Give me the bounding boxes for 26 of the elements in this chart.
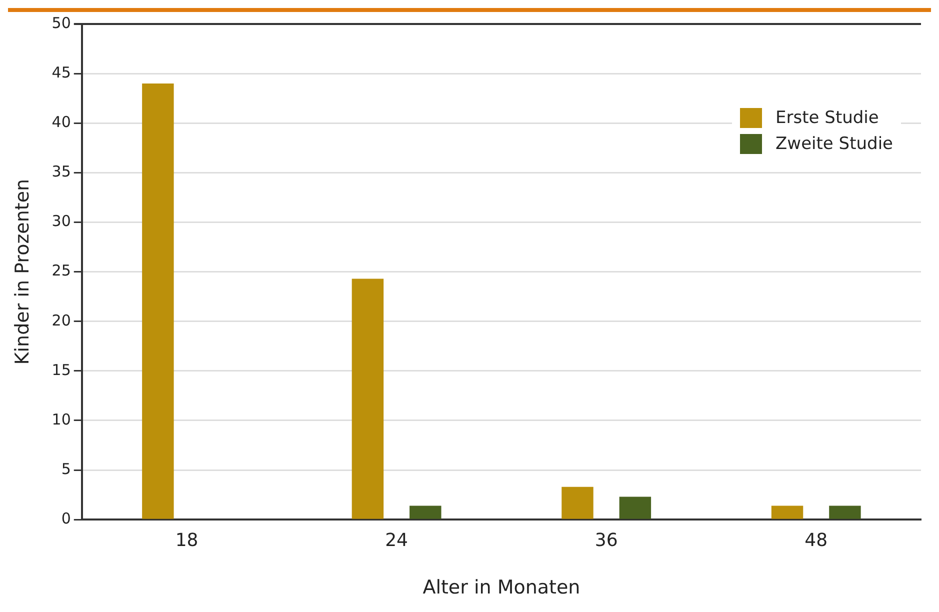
- y-tick-label: 35: [52, 162, 71, 181]
- bar: [562, 486, 594, 519]
- bar: [142, 83, 174, 519]
- y-tick-label: 40: [52, 113, 71, 132]
- x-tick-label: 36: [594, 530, 618, 552]
- y-tick-label: 25: [52, 262, 71, 280]
- bar: [352, 278, 384, 519]
- legend-label: Erste Studie: [776, 108, 879, 128]
- x-tick-label: 18: [175, 530, 198, 552]
- legend-label: Zweite Studie: [776, 134, 893, 154]
- y-tick-label: 20: [52, 311, 71, 330]
- x-axis-title: Alter in Monaten: [422, 576, 580, 599]
- y-tick-label: 50: [52, 14, 71, 32]
- y-tick-label: 45: [52, 63, 71, 82]
- y-tick-label: 0: [61, 509, 71, 528]
- y-tick-label: 10: [52, 410, 71, 428]
- x-tick-label: 24: [385, 530, 408, 552]
- x-tick-label: 48: [804, 530, 828, 552]
- y-tick-label: 30: [52, 212, 71, 230]
- bar: [619, 496, 652, 519]
- y-tick-label: 5: [61, 460, 71, 478]
- y-tick-label: 15: [52, 360, 71, 379]
- y-axis-title: Kinder in Prozenten: [11, 178, 34, 365]
- bar: [829, 506, 861, 519]
- bar: [410, 506, 442, 519]
- bar: [771, 506, 804, 519]
